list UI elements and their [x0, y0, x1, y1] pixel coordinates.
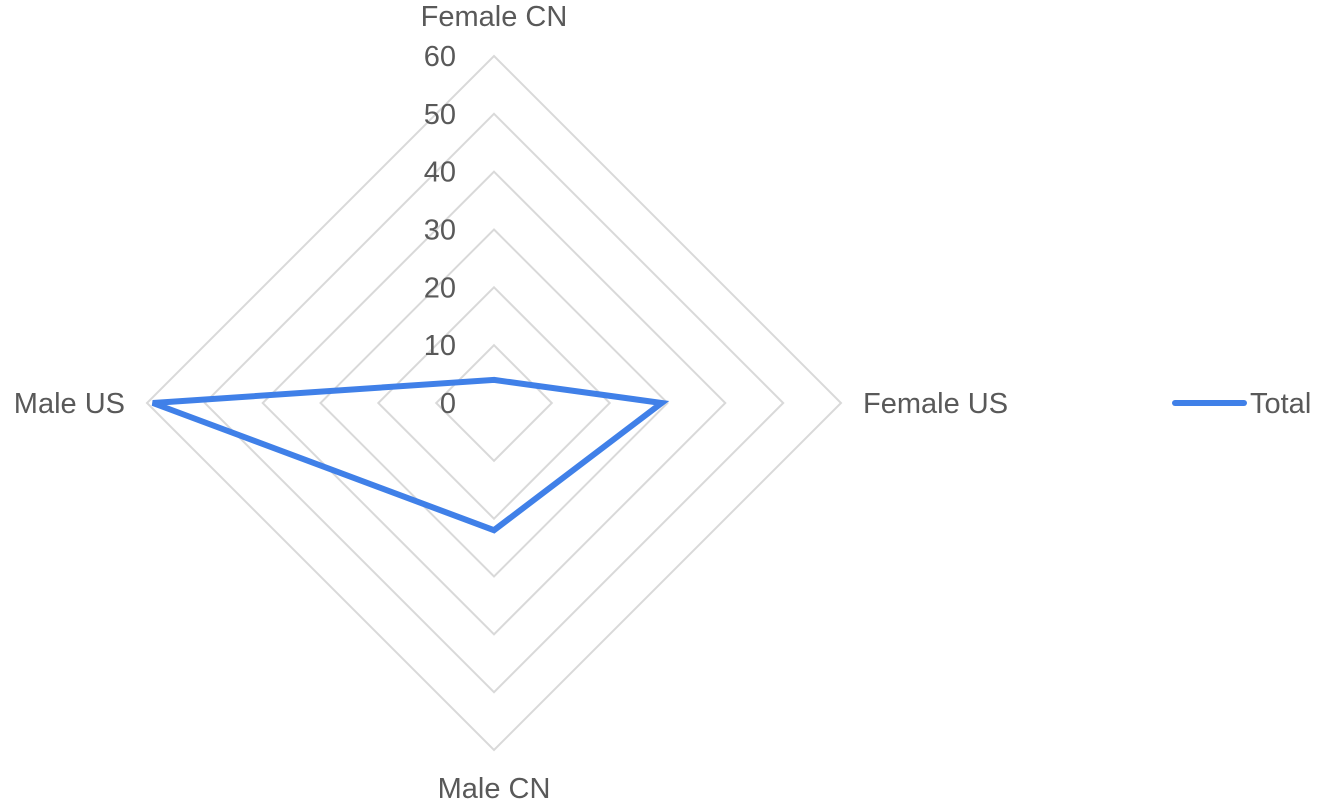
category-label-female-cn: Female CN	[421, 1, 568, 33]
category-label-female-us: Female US	[863, 388, 1008, 420]
grid-ring-40	[261, 170, 727, 636]
category-labels: Female CN Female US Male CN Male US	[14, 1, 1008, 804]
tick-label-60: 60	[424, 41, 456, 73]
tick-label-10: 10	[424, 330, 456, 362]
series-layer	[151, 376, 670, 534]
legend: Total	[1172, 388, 1311, 420]
tick-label-20: 20	[424, 272, 456, 304]
radar-grid	[145, 54, 843, 752]
grid-ring-50	[203, 112, 785, 694]
legend-label-total: Total	[1250, 388, 1311, 420]
tick-label-0: 0	[440, 388, 456, 420]
grid-ring-20	[376, 285, 612, 521]
grid-ring-60	[145, 54, 843, 752]
tick-label-30: 30	[424, 215, 456, 247]
category-label-male-us: Male US	[14, 388, 125, 420]
tick-label-50: 50	[424, 99, 456, 131]
tick-label-40: 40	[424, 157, 456, 189]
grid-ring-30	[319, 228, 669, 578]
series-line-total	[151, 376, 670, 534]
category-label-male-cn: Male CN	[438, 773, 551, 804]
radial-tick-labels: 0 10 20 30 40 50 60	[424, 41, 456, 420]
